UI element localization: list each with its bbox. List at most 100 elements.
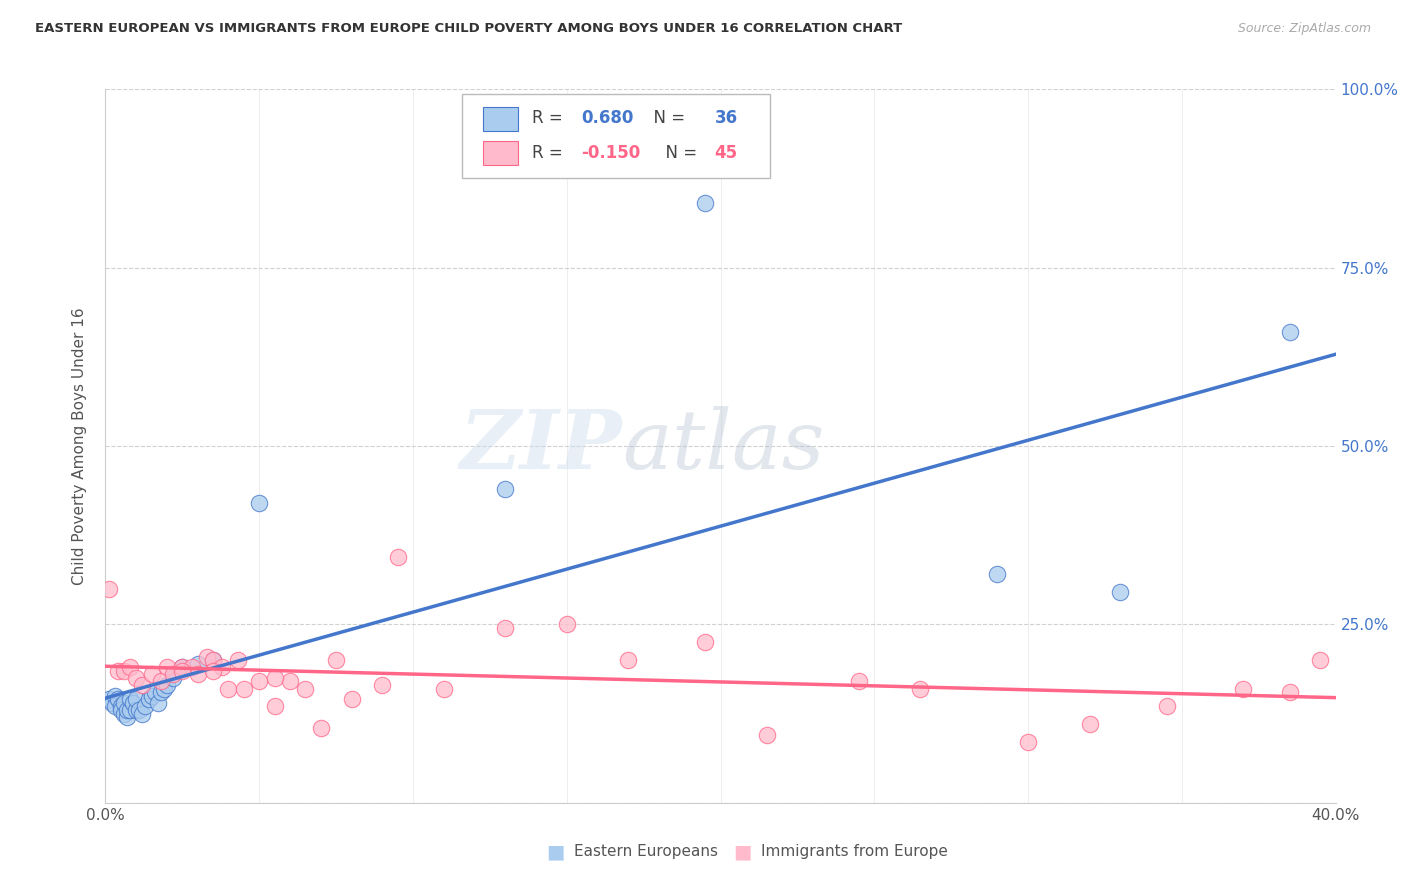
Y-axis label: Child Poverty Among Boys Under 16: Child Poverty Among Boys Under 16 — [72, 307, 87, 585]
Point — [695, 196, 717, 211]
Text: atlas: atlas — [621, 406, 824, 486]
Point — [371, 678, 394, 692]
Point — [153, 681, 176, 696]
Text: 36: 36 — [714, 110, 738, 128]
Point — [115, 703, 138, 717]
Text: N =: N = — [655, 144, 703, 161]
Point — [309, 721, 332, 735]
Point — [1232, 681, 1254, 696]
Point — [110, 703, 132, 717]
Text: -0.150: -0.150 — [582, 144, 641, 161]
Point — [131, 706, 153, 721]
Text: R =: R = — [533, 110, 568, 128]
Text: Immigrants from Europe: Immigrants from Europe — [761, 845, 948, 859]
Point — [97, 582, 120, 596]
Point — [120, 660, 141, 674]
Point — [146, 696, 169, 710]
Point — [294, 681, 316, 696]
Point — [125, 671, 148, 685]
Point — [112, 664, 135, 678]
Text: ■: ■ — [733, 842, 752, 862]
Text: ■: ■ — [546, 842, 565, 862]
Point — [131, 678, 153, 692]
Point — [494, 621, 516, 635]
Point — [156, 660, 179, 674]
Point — [122, 696, 145, 710]
Point — [125, 692, 148, 706]
Text: N =: N = — [643, 110, 690, 128]
FancyBboxPatch shape — [463, 95, 770, 178]
Point — [97, 692, 120, 706]
Point — [107, 692, 129, 706]
Point — [120, 703, 141, 717]
Point — [433, 681, 456, 696]
Point — [195, 649, 218, 664]
Point — [143, 685, 166, 699]
Point — [247, 496, 270, 510]
Point — [218, 681, 240, 696]
Point — [1017, 735, 1039, 749]
Point — [180, 660, 202, 674]
Point — [104, 689, 127, 703]
Point — [340, 692, 363, 706]
Point — [138, 692, 160, 706]
Point — [100, 696, 122, 710]
Point — [226, 653, 249, 667]
Point — [1278, 325, 1301, 339]
Text: R =: R = — [533, 144, 568, 161]
Point — [325, 653, 347, 667]
Point — [112, 706, 135, 721]
Point — [263, 699, 285, 714]
Text: Eastern Europeans: Eastern Europeans — [574, 845, 717, 859]
Text: EASTERN EUROPEAN VS IMMIGRANTS FROM EUROPE CHILD POVERTY AMONG BOYS UNDER 16 COR: EASTERN EUROPEAN VS IMMIGRANTS FROM EURO… — [35, 22, 903, 36]
Point — [141, 689, 163, 703]
Text: 0.680: 0.680 — [582, 110, 634, 128]
Point — [110, 699, 132, 714]
Point — [162, 671, 184, 685]
Point — [278, 674, 301, 689]
Point — [120, 692, 141, 706]
Point — [695, 635, 717, 649]
Point — [1278, 685, 1301, 699]
Point — [156, 678, 179, 692]
Point — [755, 728, 778, 742]
Point — [211, 660, 233, 674]
Point — [263, 671, 285, 685]
Point — [172, 660, 194, 674]
Point — [141, 667, 163, 681]
Point — [986, 567, 1008, 582]
Point — [1109, 585, 1132, 599]
Point — [1156, 699, 1178, 714]
Point — [555, 617, 578, 632]
Point — [1078, 717, 1101, 731]
Text: ZIP: ZIP — [460, 406, 621, 486]
Point — [107, 664, 129, 678]
Point — [202, 653, 225, 667]
Point — [187, 657, 209, 671]
Point — [112, 696, 135, 710]
Point — [172, 664, 194, 678]
Text: 45: 45 — [714, 144, 738, 161]
Point — [149, 674, 172, 689]
Point — [1309, 653, 1331, 667]
Point — [910, 681, 932, 696]
Point — [247, 674, 270, 689]
Point — [202, 664, 225, 678]
Point — [128, 703, 150, 717]
Point — [149, 685, 172, 699]
Point — [125, 703, 148, 717]
Point — [232, 681, 254, 696]
Point — [162, 667, 184, 681]
FancyBboxPatch shape — [484, 141, 517, 165]
Text: Source: ZipAtlas.com: Source: ZipAtlas.com — [1237, 22, 1371, 36]
Point — [387, 549, 409, 564]
Point — [494, 482, 516, 496]
Point — [848, 674, 870, 689]
FancyBboxPatch shape — [484, 107, 517, 130]
Point — [617, 653, 640, 667]
Point — [187, 667, 209, 681]
Point — [104, 699, 127, 714]
Point — [115, 710, 138, 724]
Point — [172, 660, 194, 674]
Point — [134, 699, 156, 714]
